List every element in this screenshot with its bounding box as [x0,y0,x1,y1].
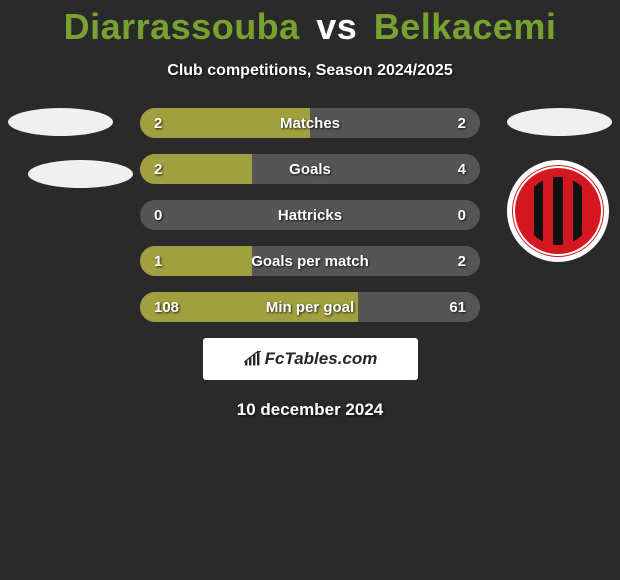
left-side-badges [8,108,133,212]
stat-label: Goals [140,154,480,184]
player1-country-flag [8,108,113,136]
stat-row: 10861Min per goal [140,292,480,322]
crest-stripes [524,177,592,245]
player2-country-flag [507,108,612,136]
player1-name: Diarrassouba [64,6,300,47]
stat-row: 24Goals [140,154,480,184]
player2-name: Belkacemi [374,6,557,47]
stat-bars: 22Matches 24Goals 00Hattricks 12Goals per m… [140,108,480,322]
right-side-badges [507,108,612,262]
subtitle: Club competitions, Season 2024/2025 [0,62,620,80]
stat-row: 22Matches [140,108,480,138]
player1-club-flag [28,160,133,188]
stat-label: Hattricks [140,200,480,230]
date-text: 10 december 2024 [0,400,620,420]
watermark[interactable]: FcTables.com [203,338,418,380]
comparison-title: Diarrassouba vs Belkacemi [0,0,620,48]
chart-icon [243,351,263,367]
vs-text: vs [316,6,357,47]
stat-label: Matches [140,108,480,138]
stat-row: 12Goals per match [140,246,480,276]
stat-label: Goals per match [140,246,480,276]
player2-club-crest [507,160,609,262]
watermark-text: FcTables.com [265,349,378,369]
stat-row: 00Hattricks [140,200,480,230]
stat-label: Min per goal [140,292,480,322]
stats-stage: 22Matches 24Goals 00Hattricks 12Goals per m… [0,108,620,322]
